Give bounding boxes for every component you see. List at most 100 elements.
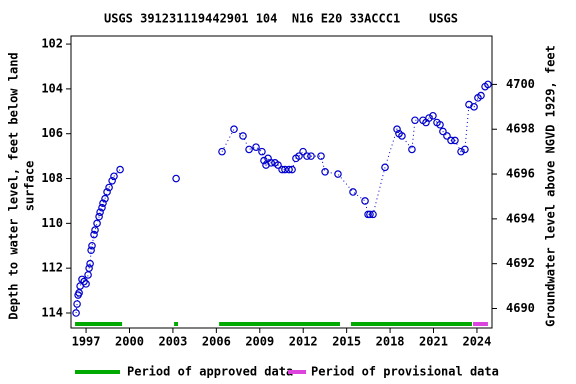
data-point bbox=[80, 277, 88, 286]
y2-tick-label: 4698 bbox=[506, 122, 535, 136]
x-tick-label: 2009 bbox=[245, 335, 274, 349]
data-point bbox=[295, 152, 303, 160]
data-point bbox=[274, 161, 282, 169]
legend-label: Period of provisional data bbox=[311, 365, 499, 379]
data-point bbox=[86, 259, 94, 268]
data-point bbox=[349, 188, 357, 196]
x-tick-label: 2000 bbox=[115, 335, 144, 349]
x-tick-label: 2015 bbox=[332, 335, 361, 349]
x-tick-label: 2012 bbox=[289, 335, 318, 349]
x-tick-label: 2018 bbox=[376, 335, 405, 349]
data-point bbox=[334, 170, 342, 178]
x-tick-label: 1997 bbox=[72, 335, 101, 349]
data-point bbox=[73, 300, 81, 308]
data-point bbox=[321, 168, 329, 176]
period-bar bbox=[174, 322, 178, 326]
data-line bbox=[75, 169, 121, 314]
data-point bbox=[398, 132, 406, 140]
y-tick-label: 104 bbox=[41, 81, 63, 95]
data-point bbox=[281, 165, 289, 174]
y2-tick-label: 4692 bbox=[506, 256, 535, 270]
x-tick-label: 2003 bbox=[158, 335, 187, 349]
data-point bbox=[78, 275, 86, 284]
data-point bbox=[105, 183, 113, 192]
y2-tick-label: 4694 bbox=[506, 211, 535, 225]
data-point bbox=[317, 152, 325, 160]
period-bar bbox=[75, 322, 123, 326]
x-tick-label: 2006 bbox=[202, 335, 231, 349]
data-point bbox=[85, 264, 93, 272]
data-point bbox=[369, 210, 377, 219]
data-point bbox=[98, 203, 106, 212]
data-point bbox=[425, 114, 433, 122]
data-point bbox=[366, 210, 374, 219]
data-point bbox=[101, 194, 109, 203]
data-point bbox=[88, 241, 96, 250]
x-tick-label: 2021 bbox=[419, 335, 448, 349]
data-point bbox=[260, 156, 268, 165]
data-point bbox=[110, 172, 118, 181]
y2-tick-label: 4700 bbox=[506, 77, 535, 91]
data-point bbox=[285, 165, 293, 174]
data-point bbox=[470, 103, 478, 111]
y2-tick-label: 4696 bbox=[506, 167, 535, 181]
data-point bbox=[451, 136, 459, 145]
period-bar bbox=[350, 322, 473, 326]
data-point bbox=[477, 91, 485, 100]
data-point bbox=[87, 246, 95, 255]
data-point bbox=[230, 125, 238, 134]
y-tick-label: 102 bbox=[41, 37, 63, 51]
x-tick-label: 2024 bbox=[462, 335, 491, 349]
data-point bbox=[436, 120, 444, 129]
data-point bbox=[299, 147, 307, 156]
data-point bbox=[72, 309, 80, 317]
data-point bbox=[96, 208, 104, 216]
data-point bbox=[239, 132, 247, 140]
data-point bbox=[82, 280, 90, 288]
data-point bbox=[461, 145, 469, 154]
data-point bbox=[439, 127, 447, 136]
data-point bbox=[99, 199, 107, 207]
data-point bbox=[411, 116, 419, 125]
y2-axis-label: Groundwater level above NGVD 1929, feet bbox=[544, 45, 558, 327]
data-point bbox=[393, 125, 401, 134]
chart-title: USGS 391231119442901 104 N16 E20 33ACCC1… bbox=[104, 12, 458, 26]
data-point bbox=[90, 230, 98, 239]
data-point bbox=[91, 226, 99, 234]
period-bar bbox=[219, 322, 340, 326]
y-tick-label: 114 bbox=[41, 305, 63, 319]
y-axis-label: surface bbox=[23, 161, 37, 212]
data-point bbox=[443, 132, 451, 140]
data-point bbox=[218, 147, 226, 156]
y-tick-label: 112 bbox=[41, 261, 63, 275]
data-point bbox=[307, 152, 315, 160]
data-point bbox=[457, 147, 465, 156]
data-point bbox=[381, 163, 389, 172]
data-point bbox=[93, 219, 101, 228]
data-point bbox=[172, 174, 180, 183]
data-point bbox=[245, 145, 253, 154]
legend-label: Period of approved data bbox=[127, 365, 293, 379]
data-point bbox=[84, 271, 92, 279]
y-tick-label: 108 bbox=[41, 171, 63, 185]
plot-frame bbox=[70, 35, 493, 329]
data-point bbox=[258, 147, 266, 156]
data-point bbox=[267, 159, 275, 167]
data-point bbox=[429, 111, 437, 120]
data-point bbox=[95, 212, 103, 221]
data-point bbox=[108, 176, 116, 185]
data-point bbox=[116, 165, 124, 174]
data-point bbox=[447, 136, 455, 145]
data-point bbox=[103, 188, 111, 196]
data-point bbox=[252, 143, 260, 151]
y-tick-label: 106 bbox=[41, 126, 63, 140]
data-point bbox=[361, 197, 369, 205]
data-point bbox=[288, 165, 296, 174]
data-point bbox=[408, 145, 416, 154]
data-point bbox=[303, 152, 311, 160]
y2-tick-label: 4690 bbox=[506, 301, 535, 315]
y-axis-label: Depth to water level, feet below land bbox=[7, 52, 21, 319]
data-point bbox=[484, 80, 492, 89]
y-tick-label: 110 bbox=[41, 216, 63, 230]
